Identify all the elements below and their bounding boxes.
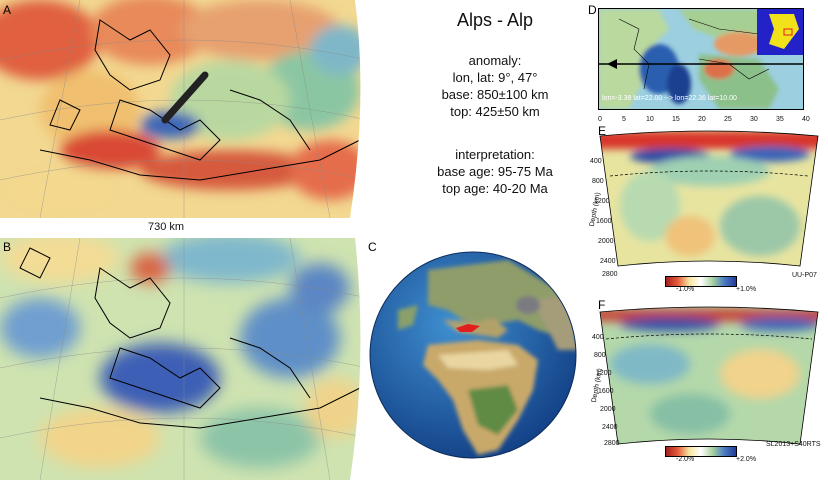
panel-label-b: B <box>3 240 12 254</box>
model-label-e: UU-P07 <box>792 272 817 279</box>
section-e-tick-3: 15 <box>672 116 680 123</box>
anomaly-block: anomaly: lon, lat: 9°, 47° base: 850±100… <box>395 52 595 120</box>
panel-label-a: A <box>3 3 12 17</box>
map-b-tomography <box>0 238 368 480</box>
section-d-caption: lon=-3.38 lat=22.00 --> lon=22.36 lat=10… <box>602 95 737 102</box>
panel-label-f: F <box>598 298 606 312</box>
colorbar-e-min: -1.0% <box>676 286 695 293</box>
map-d-section-location <box>598 8 804 110</box>
globe <box>368 250 578 460</box>
section-e-depth-2800: 2800 <box>602 271 618 278</box>
scale-label: 730 km <box>148 221 185 233</box>
section-e-depth-400: 400 <box>590 158 602 165</box>
colorbar-f <box>665 446 737 457</box>
interpretation-top-age: top age: 40-20 Ma <box>442 181 548 196</box>
colorbar-e-max: +1.0% <box>736 286 757 293</box>
section-f: 400 800 1200 1600 2000 2400 2800 Depth (… <box>590 304 828 454</box>
panel-label-e: E <box>598 124 607 138</box>
section-f-depth-400: 400 <box>592 334 604 341</box>
section-f-depth-800: 800 <box>594 352 606 359</box>
section-f-depth-2400: 2400 <box>602 424 618 431</box>
section-e-tick-4: 20 <box>698 116 706 123</box>
panel-label-c: C <box>368 240 377 254</box>
colorbar-e <box>665 276 737 287</box>
anomaly-top: top: 425±50 km <box>450 104 540 119</box>
section-e-tick-1: 5 <box>622 116 626 123</box>
section-f-depth-1600: 1600 <box>598 388 614 395</box>
interpretation-block: interpretation: base age: 95-75 Ma top a… <box>395 146 595 197</box>
panel-label-d: D <box>588 3 597 17</box>
anomaly-heading: anomaly: <box>468 53 522 68</box>
section-e-tick-6: 30 <box>750 116 758 123</box>
section-e-tick-8: 40 <box>802 116 810 123</box>
interpretation-heading: interpretation: <box>455 147 535 162</box>
colorbar-f-max: +2.0% <box>736 456 757 463</box>
section-f-depth-2800: 2800 <box>604 440 620 447</box>
section-e-depth-2000: 2000 <box>598 238 614 245</box>
section-e-depth-2400: 2400 <box>600 258 616 265</box>
section-e-tick-2: 10 <box>646 116 654 123</box>
anomaly-base: base: 850±100 km <box>441 87 549 102</box>
model-label-f: SL2013+S40RTS <box>766 441 821 448</box>
section-f-depth-1200: 1200 <box>596 370 612 377</box>
section-e-depth-1600: 1600 <box>596 218 612 225</box>
section-e-tick-0: 0 <box>598 116 602 123</box>
section-e-depth-1200: 1200 <box>594 198 610 205</box>
section-f-depth-2000: 2000 <box>600 406 616 413</box>
interpretation-base-age: base age: 95-75 Ma <box>437 164 553 179</box>
section-e-tick-5: 25 <box>724 116 732 123</box>
section-e-tick-7: 35 <box>776 116 784 123</box>
colorbar-f-min: -2.0% <box>676 456 695 463</box>
section-e: 0 5 10 15 20 25 30 35 40 400 800 1200 16… <box>589 116 828 286</box>
anomaly-lonlat: lon, lat: 9°, 47° <box>452 70 538 85</box>
map-a-tomography <box>0 0 368 218</box>
page-title: Alps - Alp <box>456 10 534 30</box>
section-e-depth-800: 800 <box>592 178 604 185</box>
